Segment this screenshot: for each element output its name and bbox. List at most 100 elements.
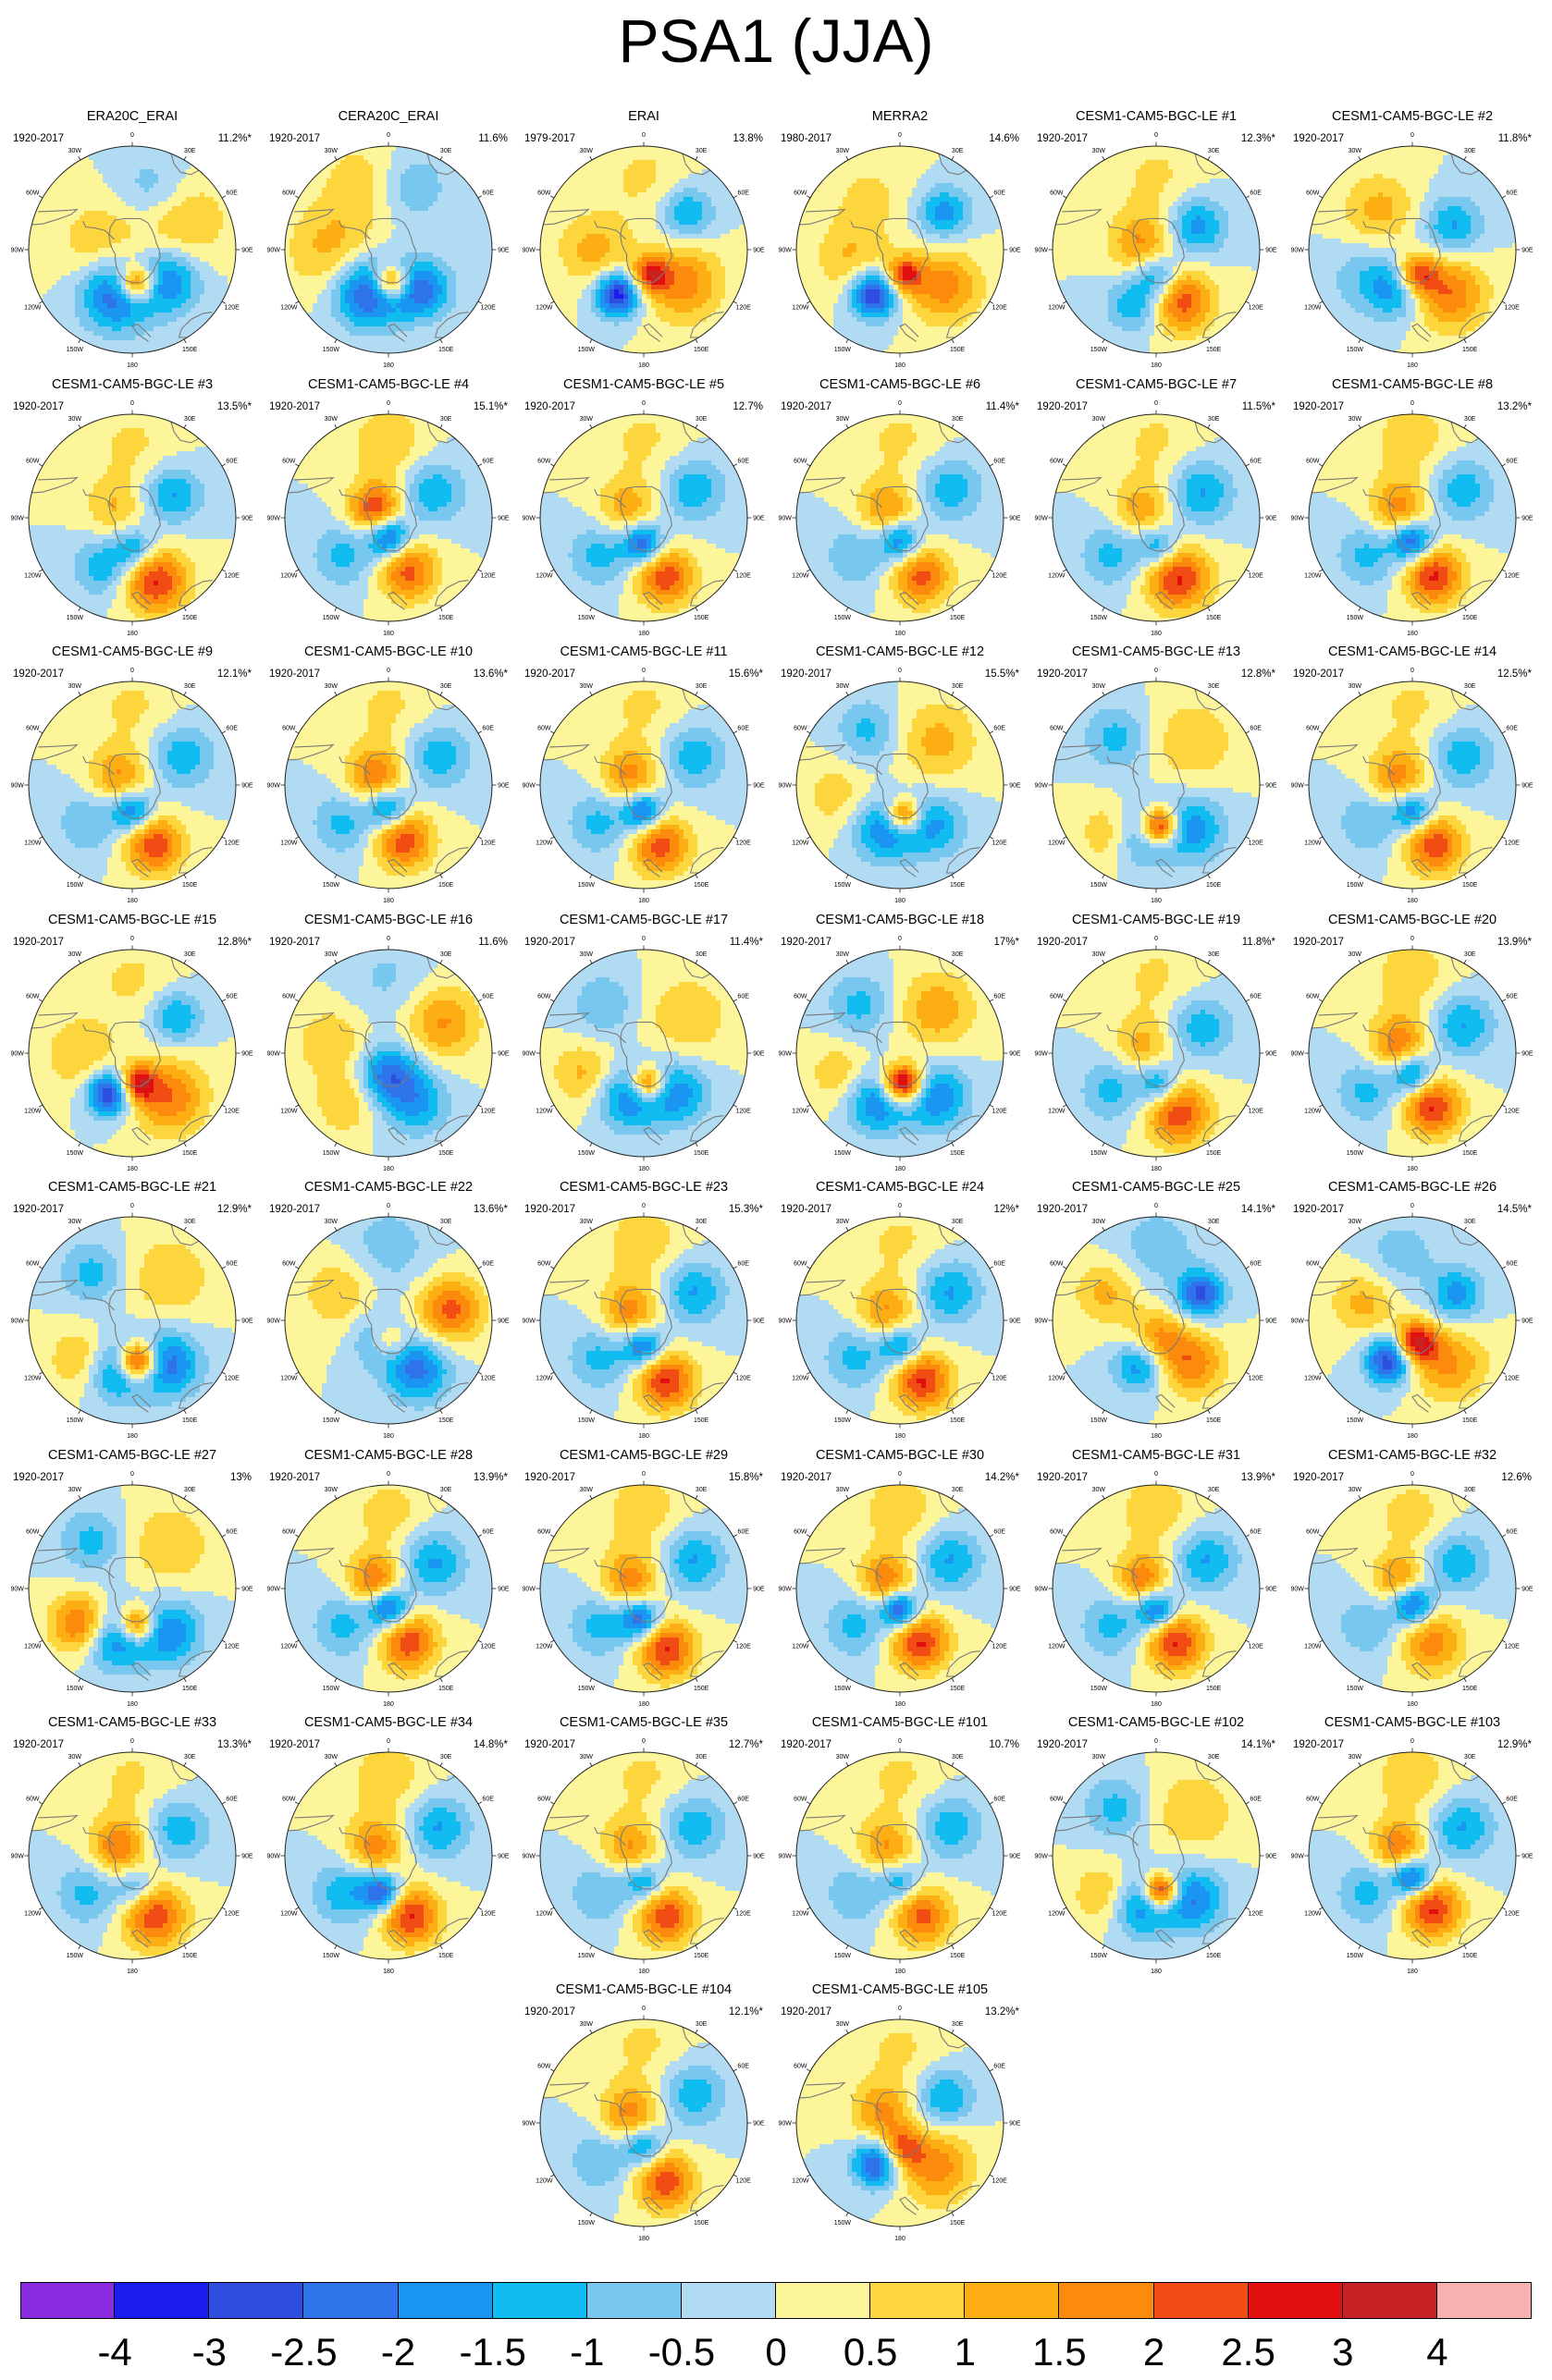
longitude-label: 150E bbox=[950, 2220, 966, 2227]
longitude-label: 90W bbox=[266, 783, 280, 790]
longitude-label: 90W bbox=[778, 1051, 792, 1058]
longitude-label: 90E bbox=[753, 2121, 765, 2128]
longitude-label: 150E bbox=[1462, 347, 1478, 353]
panel-title: CESM1-CAM5-BGC-LE #102 bbox=[1031, 1715, 1281, 1730]
panel-variance-percent: 13% bbox=[230, 1472, 252, 1483]
panel-period: 1920-2017 bbox=[13, 937, 64, 948]
longitude-label: 150W bbox=[323, 882, 340, 889]
map-panel: CESM1-CAM5-BGC-LE #33 0 30E 60E 90E 120E 150E 1… bbox=[7, 1715, 257, 1983]
longitude-label: 90E bbox=[1265, 783, 1277, 790]
figure-title: PSA1 (JJA) bbox=[0, 4, 1552, 78]
longitude-label: 120W bbox=[536, 1644, 553, 1650]
longitude-label: 150W bbox=[323, 347, 340, 353]
panel-variance-percent: 17%* bbox=[994, 937, 1020, 948]
map-panel: CESM1-CAM5-BGC-LE #32 0 30E 60E 90E 120E 150E 1… bbox=[1287, 1448, 1537, 1716]
panel-title: CESM1-CAM5-BGC-LE #3 bbox=[7, 377, 257, 392]
longitude-label: 30E bbox=[1464, 148, 1476, 154]
panel-title: CESM1-CAM5-BGC-LE #33 bbox=[7, 1715, 257, 1730]
longitude-label: 90W bbox=[522, 2121, 536, 2128]
longitude-label: 180 bbox=[894, 362, 905, 369]
longitude-label: 60E bbox=[1506, 1260, 1518, 1267]
longitude-label: 180 bbox=[383, 1969, 394, 1975]
panel-period: 1920-2017 bbox=[1293, 1472, 1344, 1483]
panel-title: CESM1-CAM5-BGC-LE #10 bbox=[264, 644, 513, 659]
longitude-label: 90E bbox=[1265, 248, 1277, 254]
longitude-label: 30W bbox=[836, 148, 850, 154]
longitude-label: 90W bbox=[1034, 783, 1048, 790]
longitude-label: 120W bbox=[24, 1376, 42, 1382]
longitude-label: 180 bbox=[1407, 631, 1418, 637]
map-panel: CESM1-CAM5-BGC-LE #101 0 30E 60E 90E 120E 150E… bbox=[775, 1715, 1025, 1983]
longitude-label: 90W bbox=[522, 1587, 536, 1593]
longitude-label: 180 bbox=[127, 1701, 138, 1708]
longitude-label: 150E bbox=[182, 1150, 198, 1157]
longitude-label: 90W bbox=[1290, 1854, 1304, 1860]
colorbar-swatch bbox=[1249, 2282, 1343, 2319]
longitude-label: 30E bbox=[696, 683, 708, 690]
longitude-label: 150W bbox=[67, 882, 84, 889]
longitude-label: 90E bbox=[1009, 248, 1021, 254]
longitude-label: 120E bbox=[1504, 1644, 1520, 1650]
panel-period: 1920-2017 bbox=[1037, 669, 1088, 680]
panel-period: 1920-2017 bbox=[781, 669, 831, 680]
longitude-label: 30E bbox=[952, 148, 964, 154]
colorbar-swatch bbox=[776, 2282, 870, 2319]
longitude-label: 90E bbox=[1009, 516, 1021, 522]
longitude-label: 90W bbox=[778, 1587, 792, 1593]
longitude-label: 60E bbox=[226, 458, 238, 464]
longitude-label: 0 bbox=[1410, 132, 1414, 139]
longitude-label: 150E bbox=[1206, 347, 1222, 353]
longitude-label: 120E bbox=[992, 840, 1007, 847]
longitude-label: 90E bbox=[1521, 248, 1534, 254]
longitude-label: 90W bbox=[10, 783, 24, 790]
longitude-label: 90W bbox=[10, 1319, 24, 1325]
longitude-label: 90E bbox=[753, 783, 765, 790]
longitude-label: 90E bbox=[498, 1319, 510, 1325]
longitude-label: 30E bbox=[184, 416, 196, 423]
longitude-label: 150W bbox=[67, 1953, 84, 1959]
longitude-label: 30E bbox=[696, 416, 708, 423]
panel-period: 1920-2017 bbox=[1037, 401, 1088, 412]
longitude-label: 90E bbox=[1009, 2121, 1021, 2128]
longitude-label: 60W bbox=[1050, 190, 1064, 196]
longitude-label: 60W bbox=[794, 1260, 807, 1267]
panel-period: 1920-2017 bbox=[1293, 669, 1344, 680]
panel-title: CESM1-CAM5-BGC-LE #2 bbox=[1287, 109, 1537, 124]
longitude-label: 150E bbox=[694, 2220, 709, 2227]
longitude-label: 180 bbox=[894, 1433, 905, 1440]
panel-period: 1920-2017 bbox=[13, 1204, 64, 1215]
longitude-label: 0 bbox=[387, 1471, 390, 1478]
panel-title: CESM1-CAM5-BGC-LE #27 bbox=[7, 1448, 257, 1463]
longitude-label: 60E bbox=[482, 1796, 494, 1802]
longitude-label: 60W bbox=[26, 1260, 40, 1267]
longitude-label: 90E bbox=[1009, 783, 1021, 790]
longitude-label: 60W bbox=[537, 1260, 551, 1267]
longitude-label: 120W bbox=[1304, 1644, 1322, 1650]
map-panel: CESM1-CAM5-BGC-LE #1 0 30E 60E 90E 120E 150E 18… bbox=[1031, 109, 1281, 377]
panel-title: CESM1-CAM5-BGC-LE #104 bbox=[519, 1982, 769, 1997]
longitude-label: 150W bbox=[578, 347, 596, 353]
longitude-label: 30E bbox=[1208, 683, 1220, 690]
longitude-label: 60W bbox=[1050, 458, 1064, 464]
longitude-label: 150E bbox=[1462, 882, 1478, 889]
panel-period: 1920-2017 bbox=[524, 1739, 575, 1750]
longitude-label: 30E bbox=[1464, 683, 1476, 690]
longitude-label: 150W bbox=[323, 615, 340, 621]
panel-period: 1920-2017 bbox=[781, 1204, 831, 1215]
longitude-label: 60W bbox=[794, 993, 807, 1000]
panel-period: 1920-2017 bbox=[1293, 1739, 1344, 1750]
longitude-label: 180 bbox=[127, 1969, 138, 1975]
longitude-label: 90E bbox=[498, 1854, 510, 1860]
longitude-label: 60W bbox=[282, 1796, 296, 1802]
longitude-label: 60E bbox=[737, 458, 749, 464]
longitude-label: 0 bbox=[387, 400, 390, 407]
longitude-label: 180 bbox=[383, 898, 394, 904]
longitude-label: 120E bbox=[224, 1109, 240, 1115]
longitude-label: 30W bbox=[325, 683, 339, 690]
panel-variance-percent: 12.9%* bbox=[1497, 1739, 1532, 1750]
longitude-label: 120E bbox=[1248, 305, 1263, 312]
